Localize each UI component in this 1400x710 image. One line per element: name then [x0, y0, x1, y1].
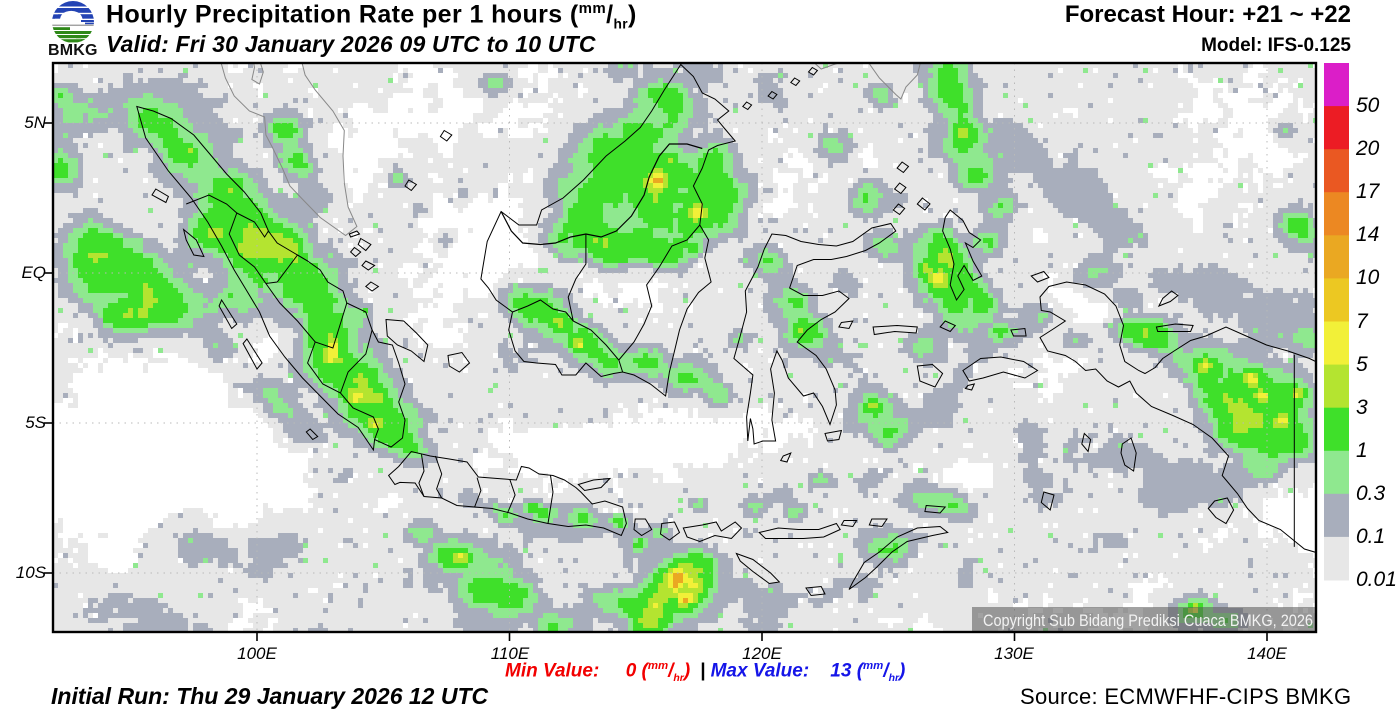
svg-text:Copyright Sub Bidang Prediksi: Copyright Sub Bidang Prediksi Cuaca BMKG…	[983, 611, 1313, 630]
